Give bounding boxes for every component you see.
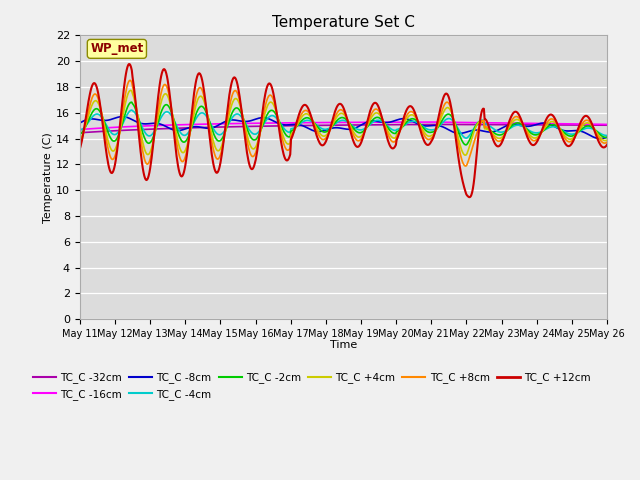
TC_C -16cm (221, 121, 228, 127)
TC_C +12cm (140, 173, 148, 179)
TC_C +12cm (222, 121, 230, 127)
TC_C -16cm (76, 127, 84, 132)
TC_C -2cm (140, 134, 148, 140)
TC_C -2cm (463, 142, 470, 148)
TC_C -16cm (604, 121, 611, 127)
TC_C -4cm (424, 126, 431, 132)
TC_C +8cm (604, 139, 611, 145)
TC_C -8cm (85, 116, 93, 122)
TC_C +12cm (604, 142, 611, 147)
TC_C -4cm (140, 128, 148, 134)
TC_C -32cm (221, 124, 228, 130)
TC_C -32cm (193, 125, 201, 131)
TC_C -32cm (85, 129, 93, 135)
TC_C +4cm (76, 137, 84, 143)
TC_C +4cm (222, 128, 230, 133)
Title: Temperature Set C: Temperature Set C (272, 15, 415, 30)
TC_C -2cm (604, 134, 611, 140)
TC_C +8cm (127, 77, 134, 83)
Line: TC_C -32cm: TC_C -32cm (80, 124, 607, 133)
TC_C -8cm (118, 114, 126, 120)
TC_C -32cm (428, 121, 436, 127)
TC_C +12cm (125, 61, 132, 67)
TC_C +4cm (194, 96, 202, 102)
TC_C -8cm (424, 123, 431, 129)
TC_C -8cm (76, 120, 84, 126)
TC_C +4cm (604, 137, 611, 143)
TC_C -16cm (193, 121, 201, 127)
TC_C -4cm (76, 127, 84, 133)
TC_C -2cm (194, 107, 202, 113)
TC_C -16cm (408, 119, 415, 125)
TC_C +12cm (76, 146, 84, 152)
TC_C +8cm (194, 87, 202, 93)
Legend: TC_C -32cm, TC_C -16cm, TC_C -8cm, TC_C -4cm, TC_C -2cm, TC_C +4cm, TC_C +8cm, T: TC_C -32cm, TC_C -16cm, TC_C -8cm, TC_C … (29, 368, 595, 404)
TC_C +4cm (424, 133, 431, 139)
TC_C +8cm (408, 109, 416, 115)
TC_C +4cm (408, 112, 416, 118)
TC_C -4cm (194, 113, 202, 119)
Line: TC_C +8cm: TC_C +8cm (80, 80, 607, 166)
TC_C -4cm (222, 126, 230, 132)
TC_C -8cm (194, 124, 202, 130)
TC_C +8cm (424, 136, 431, 142)
TC_C +12cm (85, 95, 93, 100)
TC_C +12cm (408, 104, 416, 110)
TC_C +8cm (76, 141, 84, 146)
TC_C -32cm (604, 122, 611, 128)
X-axis label: Time: Time (330, 340, 357, 350)
TC_C +8cm (222, 126, 230, 132)
TC_C -16cm (140, 123, 147, 129)
TC_C -16cm (428, 119, 435, 125)
TC_C -32cm (423, 121, 431, 127)
TC_C -8cm (604, 134, 611, 140)
TC_C +8cm (85, 105, 93, 110)
Line: TC_C -8cm: TC_C -8cm (80, 117, 607, 139)
TC_C -2cm (222, 128, 230, 133)
TC_C -4cm (128, 107, 136, 113)
TC_C +8cm (140, 156, 148, 161)
Line: TC_C -16cm: TC_C -16cm (80, 122, 607, 130)
Line: TC_C +12cm: TC_C +12cm (80, 64, 607, 197)
TC_C -16cm (85, 126, 93, 132)
TC_C -8cm (596, 136, 604, 142)
TC_C -2cm (408, 116, 416, 121)
TC_C -8cm (222, 119, 230, 124)
Line: TC_C +4cm: TC_C +4cm (80, 90, 607, 155)
TC_C +4cm (127, 87, 134, 93)
TC_C +12cm (194, 72, 202, 78)
TC_C +4cm (140, 145, 148, 151)
TC_C -2cm (128, 99, 136, 105)
TC_C -32cm (408, 121, 415, 127)
TC_C -2cm (85, 116, 93, 121)
TC_C -2cm (424, 129, 431, 134)
Text: WP_met: WP_met (90, 42, 143, 55)
TC_C -4cm (408, 119, 416, 124)
TC_C -32cm (140, 127, 147, 132)
TC_C -8cm (140, 121, 148, 127)
TC_C +12cm (424, 142, 431, 148)
TC_C +4cm (461, 152, 469, 158)
TC_C -4cm (604, 132, 611, 138)
Line: TC_C -4cm: TC_C -4cm (80, 110, 607, 138)
TC_C -2cm (76, 131, 84, 137)
TC_C -32cm (76, 130, 84, 136)
TC_C +12cm (465, 194, 473, 200)
Line: TC_C -2cm: TC_C -2cm (80, 102, 607, 145)
Y-axis label: Temperature (C): Temperature (C) (43, 132, 53, 223)
TC_C +4cm (85, 110, 93, 116)
TC_C -4cm (85, 118, 93, 124)
TC_C -8cm (408, 118, 416, 124)
TC_C +8cm (461, 163, 469, 169)
TC_C -16cm (423, 119, 431, 125)
TC_C -4cm (463, 135, 470, 141)
